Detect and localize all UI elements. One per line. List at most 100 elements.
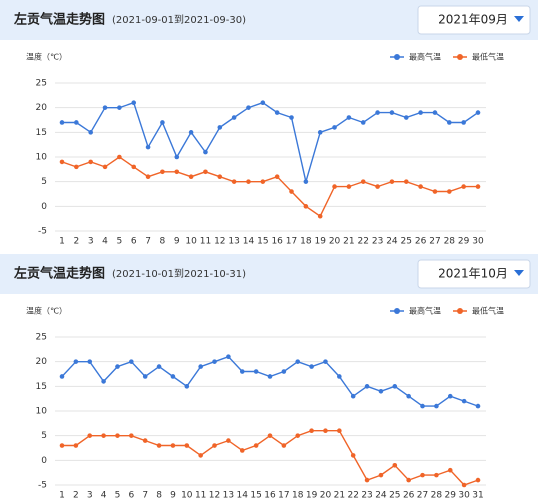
point: [73, 359, 79, 364]
point: [392, 384, 398, 389]
point: [203, 169, 208, 175]
legend-marker: [457, 54, 463, 60]
y-axis-label: 温度（℃）: [26, 306, 67, 316]
point: [317, 213, 323, 219]
point: [337, 374, 342, 379]
x-tick-label: 22: [358, 237, 369, 247]
x-tick-label: 10: [181, 491, 193, 500]
point: [231, 179, 237, 184]
dropdown-arrow[interactable]: [514, 270, 524, 276]
x-tick-label: 28: [444, 237, 456, 247]
point: [117, 154, 122, 160]
x-tick-label: 4: [102, 237, 108, 247]
x-tick-label: 11: [200, 237, 211, 247]
x-tick-label: 3: [88, 237, 94, 247]
x-tick-label: 23: [372, 237, 383, 247]
x-tick-label: 12: [209, 491, 220, 500]
point: [309, 428, 314, 434]
point: [174, 169, 180, 175]
y-tick-label: 0: [41, 202, 47, 212]
point: [447, 120, 452, 125]
point: [475, 403, 481, 409]
point: [231, 115, 237, 120]
point: [101, 379, 106, 384]
point: [403, 115, 409, 120]
x-tick-label: 1: [59, 237, 65, 247]
point: [59, 374, 65, 379]
legend-marker: [457, 308, 463, 314]
x-tick-label: 18: [292, 491, 304, 500]
month-selector[interactable]: [417, 5, 531, 35]
legend-label: 最低气温: [472, 52, 504, 62]
point: [375, 110, 380, 115]
y-tick-label: 10: [36, 407, 48, 417]
point: [145, 144, 151, 150]
point: [281, 443, 287, 448]
y-tick-label: 5: [41, 431, 47, 441]
x-tick-label: 19: [314, 237, 326, 247]
point: [274, 174, 280, 180]
x-tick-label: 19: [306, 491, 318, 500]
x-tick-label: 2: [73, 491, 79, 500]
chart-subtitle: (2021-10-01到2021-10-31): [112, 268, 246, 280]
point: [212, 359, 217, 364]
point: [309, 364, 314, 369]
y-tick-label: 25: [36, 79, 47, 89]
point: [364, 477, 370, 483]
point: [364, 384, 370, 389]
point: [461, 398, 467, 404]
series-line: [61, 355, 479, 407]
point: [406, 477, 411, 483]
point: [217, 174, 223, 180]
point: [145, 174, 151, 180]
x-tick-label: 26: [403, 491, 415, 500]
point: [406, 393, 411, 399]
point: [73, 443, 79, 448]
point: [203, 149, 208, 155]
point: [253, 369, 259, 374]
y-tick-label: 15: [36, 128, 47, 138]
point: [475, 110, 481, 115]
x-tick-label: 20: [329, 237, 341, 247]
x-tick-label: 8: [160, 237, 166, 247]
x-tick-label: 12: [214, 237, 225, 247]
x-tick-label: 25: [401, 237, 412, 247]
x-tick-label: 3: [87, 491, 93, 500]
x-tick-label: 15: [250, 491, 261, 500]
month-selector-text[interactable]: 2021年10月: [438, 267, 508, 281]
y-axis-label: 温度（℃）: [26, 52, 67, 62]
point: [350, 453, 356, 458]
point: [295, 359, 301, 364]
point: [217, 125, 223, 130]
point: [59, 443, 65, 448]
point: [378, 388, 384, 394]
y-tick-label: 5: [41, 177, 47, 187]
x-tick-label: 29: [445, 491, 457, 500]
point: [392, 462, 398, 468]
x-tick-label: 15: [257, 237, 268, 247]
dropdown-arrow[interactable]: [514, 16, 524, 22]
point: [346, 115, 352, 120]
point: [434, 472, 439, 478]
x-tick-label: 14: [243, 237, 255, 247]
x-tick-label: 7: [145, 237, 151, 247]
month-selector-text[interactable]: 2021年09月: [438, 13, 508, 27]
point: [420, 403, 425, 409]
legend-marker: [394, 308, 400, 314]
x-tick-label: 13: [228, 237, 239, 247]
point: [88, 159, 93, 165]
x-tick-label: 30: [472, 237, 484, 247]
x-tick-label: 1: [59, 491, 65, 500]
point: [432, 189, 438, 194]
point: [389, 179, 395, 184]
chart-title: 左贡气温走势图: [14, 12, 105, 28]
point: [332, 184, 337, 189]
y-tick-label: -5: [38, 481, 47, 491]
point: [403, 179, 409, 184]
month-selector[interactable]: [417, 259, 531, 289]
y-tick-label: 20: [36, 357, 48, 367]
point: [461, 482, 467, 488]
point: [239, 369, 245, 374]
point: [434, 403, 439, 409]
